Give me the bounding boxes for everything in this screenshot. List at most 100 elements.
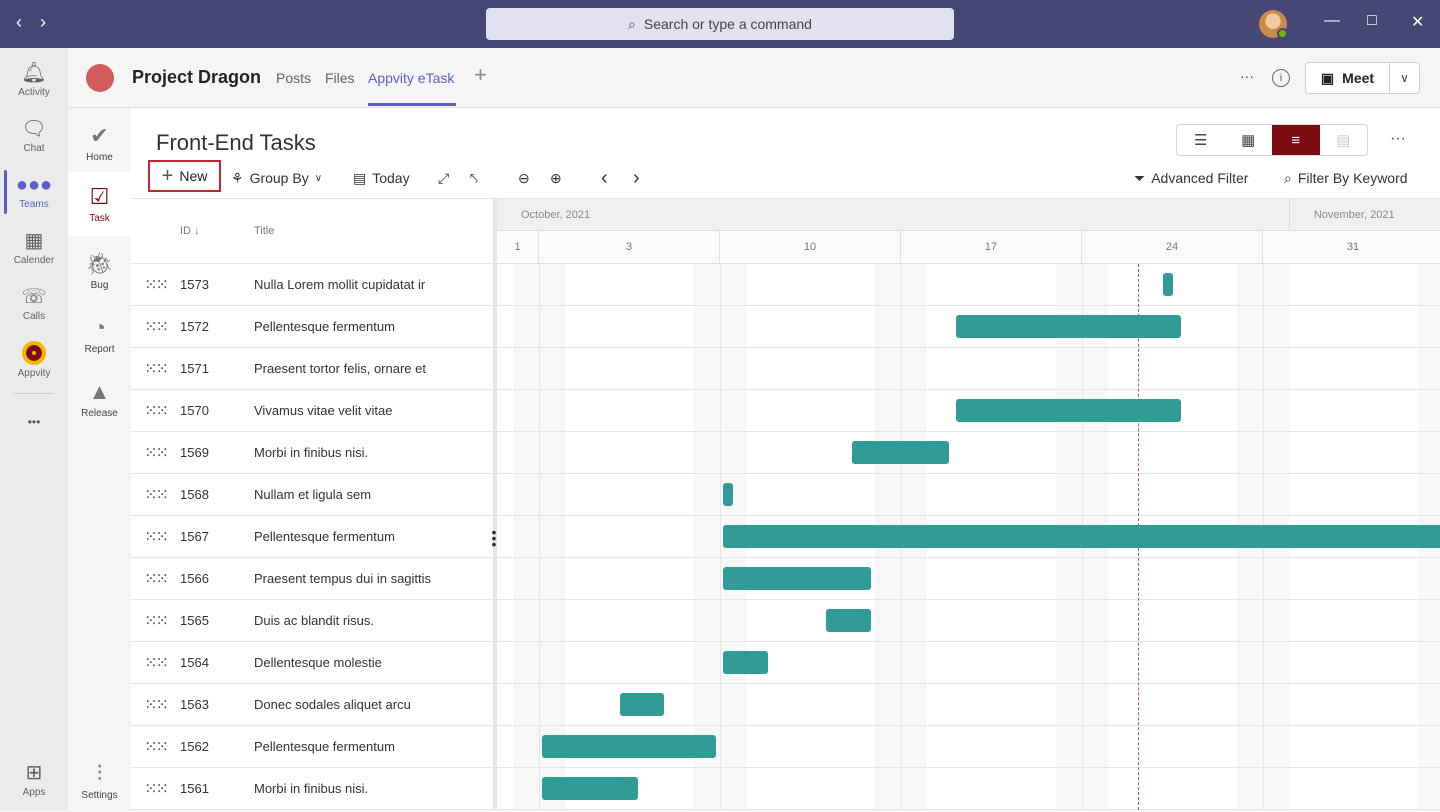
sidebar-item-task[interactable]: ☑ Task <box>68 172 131 236</box>
task-title[interactable]: Vivamus vitae velit vitae <box>254 403 393 418</box>
table-row[interactable]: ⁙⁙ 1567 Pellentesque fermentum <box>131 516 493 558</box>
list-view-button[interactable]: ☰ <box>1194 132 1208 149</box>
add-tab-button[interactable]: + <box>474 62 487 87</box>
column-header-id[interactable]: ID ↓ <box>180 225 200 237</box>
close-icon[interactable]: ✕ <box>1411 14 1425 31</box>
task-bar[interactable] <box>723 525 1440 548</box>
table-row[interactable]: ⁙⁙ 1568 Nullam et ligula sem <box>131 474 493 516</box>
task-bar[interactable] <box>723 567 872 590</box>
drag-handle-icon[interactable]: ⁙⁙ <box>144 738 169 756</box>
sidebar-item-release[interactable]: ▲ Release <box>81 378 118 419</box>
collapse-icon[interactable]: ⤣ <box>470 169 478 186</box>
row-menu-icon[interactable]: • • • <box>491 524 497 552</box>
task-bar[interactable] <box>619 693 665 716</box>
calendar-view-button[interactable]: ▤ <box>1336 132 1351 149</box>
table-row[interactable]: ⁙⁙ 1566 Praesent tempus dui in sagittis <box>131 558 493 600</box>
task-title[interactable]: Pellentesque fermentum <box>254 739 395 754</box>
drag-handle-icon[interactable]: ⁙⁙ <box>144 402 169 420</box>
tab-files[interactable]: Files <box>325 70 355 86</box>
meet-button[interactable]: ▣ Meet ∨ <box>1305 62 1420 94</box>
rail-item-teams[interactable]: ●●● Teams <box>15 174 53 210</box>
info-icon[interactable]: i <box>1272 69 1290 87</box>
sidebar-item-bug[interactable]: 🐞︎ Bug <box>85 250 114 291</box>
drag-handle-icon[interactable]: ⁙⁙ <box>144 696 169 714</box>
table-row[interactable]: ⁙⁙ 1561 Morbi in finibus nisi. <box>131 768 493 810</box>
rail-item-calls[interactable]: ☏ Calls <box>21 286 47 322</box>
table-row[interactable]: ⁙⁙ 1571 Praesent tortor felis, ornare et <box>131 348 493 390</box>
task-title[interactable]: Duis ac blandit risus. <box>254 613 374 628</box>
task-title[interactable]: Nulla Lorem mollit cupidatat ir <box>254 277 426 292</box>
drag-handle-icon[interactable]: ⁙⁙ <box>144 360 169 378</box>
drag-handle-icon[interactable]: ⁙⁙ <box>144 318 169 336</box>
task-title[interactable]: Pellentesque fermentum <box>254 529 395 544</box>
board-view-button[interactable]: ▦ <box>1241 132 1256 149</box>
rail-item-calendar[interactable]: ▦ Calender <box>13 230 55 266</box>
table-row[interactable]: ⁙⁙ 1572 Pellentesque fermentum <box>131 306 493 348</box>
filter-by-keyword-input[interactable]: ⌕ Filter By Keyword <box>1284 169 1408 187</box>
task-title[interactable]: Praesent tempus dui in sagittis <box>254 571 432 586</box>
minimize-icon[interactable]: — <box>1324 12 1340 29</box>
task-bar[interactable] <box>723 651 768 674</box>
gantt-view-button[interactable]: ≡ <box>1272 125 1320 155</box>
task-bar[interactable] <box>826 609 872 632</box>
tab-appvity-etask[interactable]: Appvity eTask <box>368 70 455 86</box>
more-options-button[interactable]: ··· <box>1240 68 1254 84</box>
task-bar[interactable] <box>852 441 949 464</box>
table-row[interactable]: ⁙⁙ 1573 Nulla Lorem mollit cupidatat ir <box>131 264 493 306</box>
table-row[interactable]: ⁙⁙ 1569 Morbi in finibus nisi. <box>131 432 493 474</box>
rail-item-activity[interactable]: 🔔︎ Activity <box>18 62 50 98</box>
drag-handle-icon[interactable]: ⁙⁙ <box>144 612 169 630</box>
chevron-down-icon[interactable]: ∨ <box>1400 71 1409 85</box>
week-header: 31 <box>1263 231 1440 264</box>
task-title[interactable]: Praesent tortor felis, ornare et <box>254 361 426 376</box>
task-title[interactable]: Pellentesque fermentum <box>254 319 395 334</box>
zoom-out-icon[interactable]: ⊖ <box>518 169 530 186</box>
task-title[interactable]: Dellentesque molestie <box>254 655 382 670</box>
pane-splitter[interactable] <box>493 198 497 810</box>
forward-icon[interactable]: › <box>40 12 46 32</box>
sidebar-item-settings[interactable]: ⫶ Settings <box>81 760 118 801</box>
tab-posts[interactable]: Posts <box>276 70 312 86</box>
drag-handle-icon[interactable]: ⁙⁙ <box>144 570 169 588</box>
maximize-icon[interactable]: □ <box>1367 12 1377 29</box>
drag-handle-icon[interactable]: ⁙⁙ <box>144 654 169 672</box>
table-row[interactable]: ⁙⁙ 1562 Pellentesque fermentum <box>131 726 493 768</box>
task-title[interactable]: Donec sodales aliquet arcu <box>254 697 411 712</box>
drag-handle-icon[interactable]: ⁙⁙ <box>144 528 169 546</box>
group-by-button[interactable]: ⚘ Group By ∨ <box>231 169 323 187</box>
task-bar[interactable] <box>955 315 1182 338</box>
more-apps-button[interactable]: ••• <box>27 415 41 429</box>
task-title[interactable]: Nullam et ligula sem <box>254 487 372 502</box>
back-icon[interactable]: ‹ <box>16 12 22 32</box>
rail-item-apps[interactable]: ⊞ Apps <box>22 762 46 798</box>
today-button[interactable]: ▤ Today <box>353 169 410 187</box>
task-bar[interactable] <box>542 777 639 800</box>
sidebar-item-home[interactable]: ✔ Home <box>86 122 113 163</box>
table-row[interactable]: ⁙⁙ 1564 Dellentesque molestie <box>131 642 493 684</box>
search-input[interactable]: ⌕ Search or type a command <box>486 8 954 40</box>
previous-icon[interactable]: ‹ <box>601 166 608 189</box>
task-bar[interactable] <box>542 735 716 758</box>
expand-icon[interactable]: ⤢ <box>438 169 450 186</box>
new-button[interactable]: + New <box>148 160 221 192</box>
table-row[interactable]: ⁙⁙ 1570 Vivamus vitae velit vitae <box>131 390 493 432</box>
table-row[interactable]: ⁙⁙ 1565 Duis ac blandit risus. <box>131 600 493 642</box>
sidebar-item-report[interactable]: ◔ Report <box>84 314 115 355</box>
rail-item-chat[interactable]: 🗨︎ Chat <box>21 118 47 154</box>
task-bar[interactable] <box>723 483 733 506</box>
drag-handle-icon[interactable]: ⁙⁙ <box>144 276 169 294</box>
zoom-in-icon[interactable]: ⊕ <box>550 169 562 186</box>
drag-handle-icon[interactable]: ⁙⁙ <box>144 780 169 798</box>
rail-item-appvity[interactable]: Appvity <box>0 332 68 388</box>
next-icon[interactable]: › <box>633 166 640 189</box>
table-row[interactable]: ⁙⁙ 1563 Donec sodales aliquet arcu <box>131 684 493 726</box>
page-more-button[interactable]: ··· <box>1390 130 1406 147</box>
drag-handle-icon[interactable]: ⁙⁙ <box>144 444 169 462</box>
task-bar[interactable] <box>955 399 1182 422</box>
column-header-title[interactable]: Title <box>254 225 275 237</box>
task-bar[interactable] <box>1162 273 1173 296</box>
task-title[interactable]: Morbi in finibus nisi. <box>254 781 369 796</box>
drag-handle-icon[interactable]: ⁙⁙ <box>144 486 169 504</box>
advanced-filter-button[interactable]: ⏷ Advanced Filter <box>1134 169 1249 187</box>
task-title[interactable]: Morbi in finibus nisi. <box>254 445 369 460</box>
